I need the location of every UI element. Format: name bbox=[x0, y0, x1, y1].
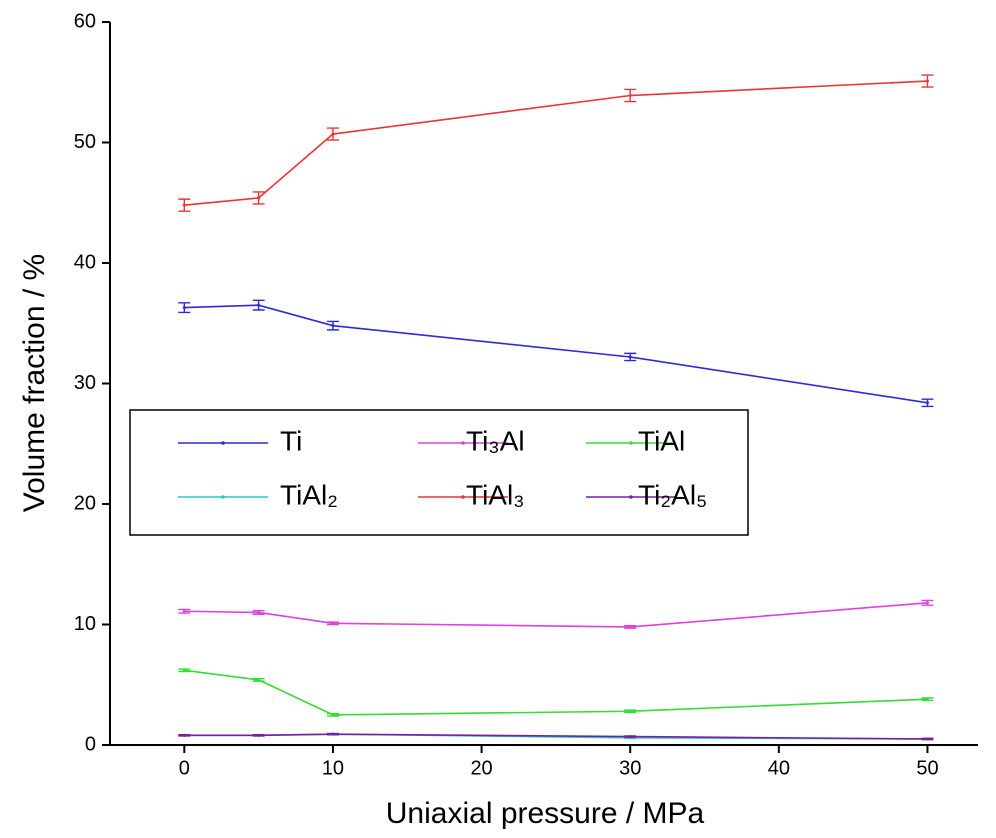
x-tick-label: 30 bbox=[619, 757, 641, 779]
point bbox=[257, 678, 261, 682]
legend-label: Ti bbox=[280, 425, 302, 456]
legend-box bbox=[129, 409, 749, 536]
point bbox=[331, 324, 335, 328]
point bbox=[182, 203, 186, 207]
y-tick-label: 10 bbox=[74, 613, 96, 635]
series-line bbox=[184, 304, 928, 404]
legend-marker bbox=[461, 495, 465, 499]
point bbox=[628, 735, 632, 739]
x-tick-label: 40 bbox=[768, 757, 790, 779]
point bbox=[182, 609, 186, 613]
point bbox=[925, 697, 929, 701]
point bbox=[628, 355, 632, 359]
point bbox=[331, 621, 335, 625]
point bbox=[257, 196, 261, 200]
legend-label: TiAl₃ bbox=[466, 479, 525, 510]
y-tick-label: 50 bbox=[74, 131, 96, 153]
legend-label: Ti₃Al bbox=[466, 425, 525, 456]
point bbox=[331, 732, 335, 736]
point bbox=[182, 733, 186, 737]
y-tick-label: 30 bbox=[74, 372, 96, 394]
x-axis-label: Uniaxial pressure / MPa bbox=[386, 797, 705, 830]
x-tick-label: 50 bbox=[916, 757, 938, 779]
x-tick-label: 20 bbox=[470, 757, 492, 779]
legend-label: TiAl bbox=[638, 425, 685, 456]
x-tick-label: 0 bbox=[179, 757, 190, 779]
point bbox=[331, 132, 335, 136]
legend-label: Ti₂Al₅ bbox=[638, 479, 707, 510]
point bbox=[182, 668, 186, 672]
point bbox=[257, 733, 261, 737]
point bbox=[331, 713, 335, 717]
series-line bbox=[184, 80, 928, 206]
point bbox=[925, 601, 929, 605]
series-line bbox=[184, 602, 928, 628]
legend-marker bbox=[629, 441, 633, 445]
point bbox=[925, 737, 929, 741]
legend-marker bbox=[461, 441, 465, 445]
y-tick-label: 0 bbox=[85, 733, 96, 755]
point bbox=[628, 709, 632, 713]
point bbox=[628, 94, 632, 98]
legend-marker bbox=[629, 495, 633, 499]
point bbox=[628, 625, 632, 629]
legend-label: TiAl₂ bbox=[280, 479, 338, 510]
point bbox=[257, 303, 261, 307]
y-tick-label: 40 bbox=[74, 251, 96, 273]
legend-marker bbox=[221, 441, 225, 445]
y-axis-label: Volume fraction / % bbox=[18, 254, 51, 512]
x-tick-label: 10 bbox=[322, 757, 344, 779]
point bbox=[182, 306, 186, 310]
series-line bbox=[184, 669, 928, 716]
y-tick-label: 20 bbox=[74, 492, 96, 514]
y-tick-label: 60 bbox=[74, 10, 96, 32]
point bbox=[257, 610, 261, 614]
series-line bbox=[184, 733, 928, 740]
point bbox=[925, 401, 929, 405]
legend-marker bbox=[221, 495, 225, 499]
point bbox=[925, 79, 929, 83]
